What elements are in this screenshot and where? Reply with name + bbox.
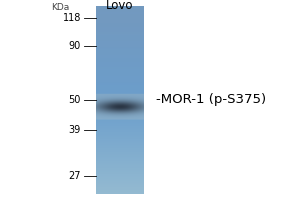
Text: -MOR-1 (p-S375): -MOR-1 (p-S375) <box>156 92 266 106</box>
Text: KDa: KDa <box>51 3 69 12</box>
Text: 27: 27 <box>68 171 81 181</box>
Text: 39: 39 <box>69 125 81 135</box>
Text: Lovo: Lovo <box>106 0 134 12</box>
Text: 50: 50 <box>69 95 81 105</box>
Text: 118: 118 <box>63 13 81 23</box>
Text: 90: 90 <box>69 41 81 51</box>
